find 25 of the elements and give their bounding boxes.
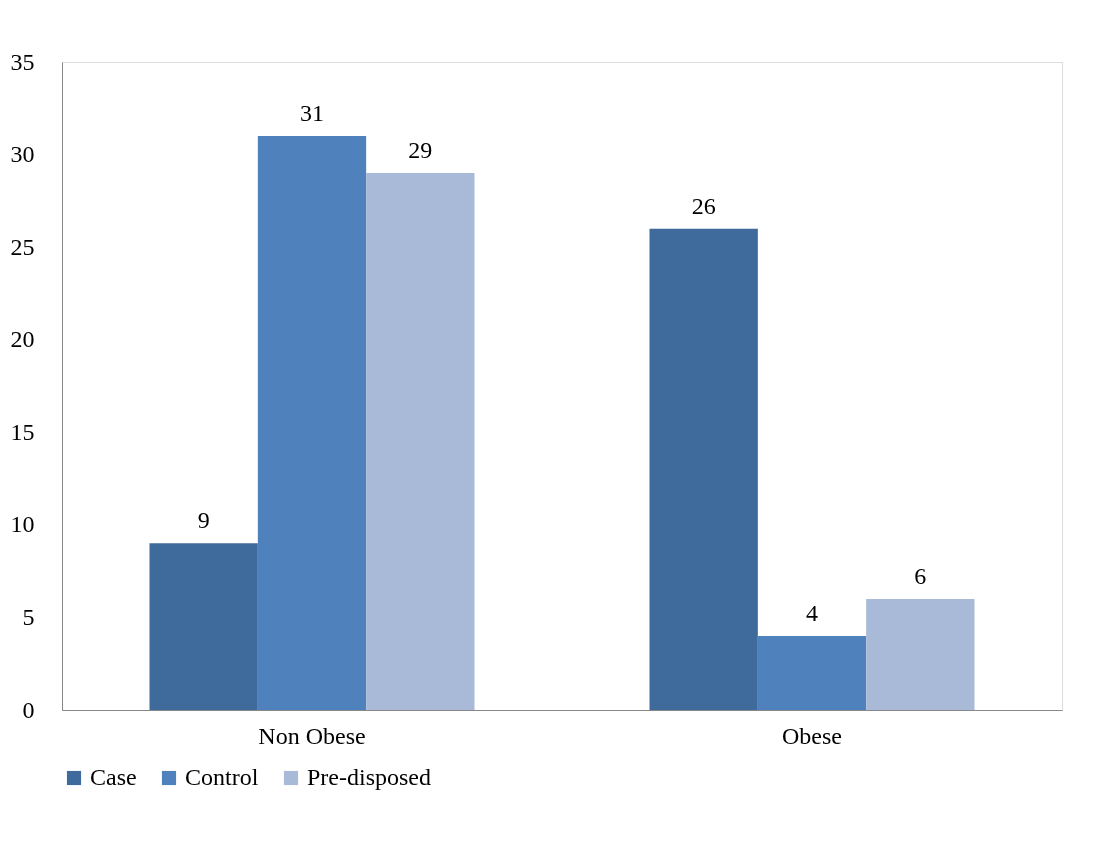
legend-label: Case — [90, 764, 137, 790]
y-tick-label: 0 — [22, 696, 35, 723]
bar — [149, 543, 258, 710]
y-tick-label: 25 — [10, 233, 35, 260]
data-label: 4 — [806, 599, 818, 626]
data-label: 29 — [408, 137, 433, 164]
x-tick-label: Obese — [782, 722, 842, 749]
bar — [366, 173, 475, 710]
bar — [757, 635, 867, 710]
x-tick-label: Non Obese — [258, 722, 366, 749]
y-tick-label: 20 — [10, 326, 35, 353]
y-tick-label: 30 — [10, 141, 35, 168]
y-tick-label: 10 — [10, 511, 35, 538]
data-label: 26 — [691, 192, 716, 219]
data-label: 6 — [914, 562, 927, 589]
data-label: 9 — [197, 507, 210, 534]
y-tick-label: 15 — [10, 418, 35, 445]
y-tick-label: 5 — [22, 603, 35, 630]
bar — [649, 228, 758, 710]
bar — [257, 136, 367, 710]
legend-label: Control — [185, 764, 259, 790]
legend-label: Pre-disposed — [307, 764, 431, 790]
y-tick-label: 35 — [10, 48, 35, 75]
bar — [866, 598, 975, 710]
data-label: 31 — [300, 100, 324, 127]
